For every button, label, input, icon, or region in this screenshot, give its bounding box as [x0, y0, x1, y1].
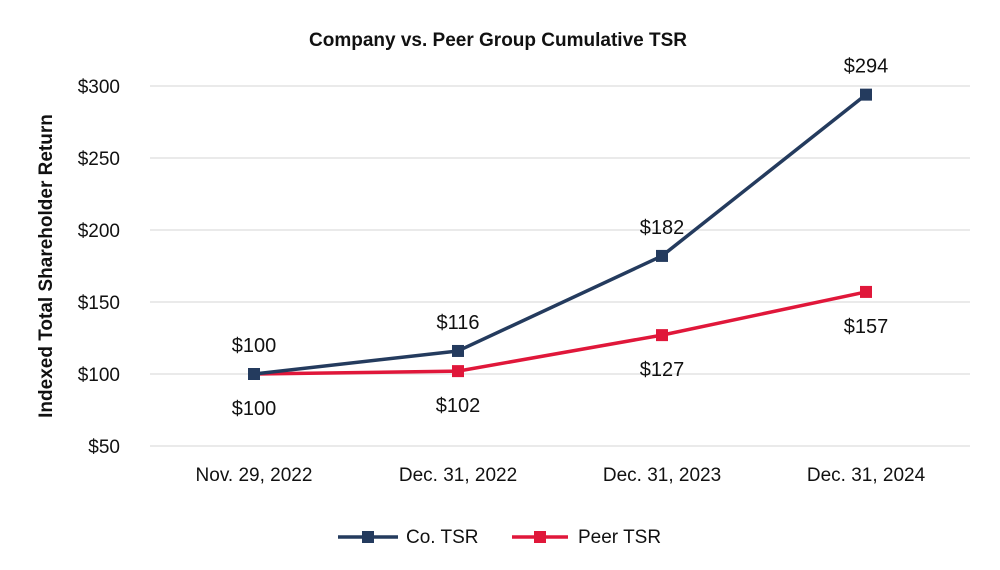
x-tick-label: Dec. 31, 2022 — [399, 465, 517, 486]
data-label: $116 — [436, 312, 479, 334]
x-tick-label: Dec. 31, 2024 — [807, 465, 926, 486]
data-label: $100 — [232, 335, 277, 357]
y-tick-label: $250 — [78, 149, 120, 170]
x-tick-label: Nov. 29, 2022 — [196, 465, 313, 486]
data-label: $100 — [232, 398, 277, 420]
data-point-marker — [452, 365, 464, 378]
data-label: $157 — [844, 316, 889, 338]
series-peer-tsr — [248, 285, 872, 380]
series-lines — [248, 88, 872, 380]
series-line — [253, 93, 868, 376]
legend-marker-swatch — [534, 531, 546, 543]
chart-title: Company vs. Peer Group Cumulative TSR — [309, 30, 687, 51]
legend-label: Co. TSR — [406, 527, 479, 548]
legend-item: Co. TSR — [338, 527, 479, 548]
data-label: $127 — [640, 359, 685, 381]
y-tick-label: $100 — [78, 365, 120, 386]
data-labels: $100 $116 $182 $294 $100 $102 $127 $157 — [232, 56, 889, 420]
y-axis-ticks: $50 $100 $150 $200 $250 $300 — [78, 77, 120, 458]
series-co-tsr — [248, 88, 872, 380]
data-label: $294 — [844, 56, 889, 78]
x-tick-label: Dec. 31, 2023 — [603, 465, 721, 486]
data-point-marker — [860, 285, 872, 298]
legend: Co. TSR Peer TSR — [338, 527, 661, 548]
data-point-marker — [656, 329, 668, 342]
legend-marker-swatch — [362, 531, 374, 543]
data-point-marker — [860, 88, 872, 101]
data-label: $102 — [436, 395, 481, 417]
y-tick-label: $200 — [78, 221, 120, 242]
data-point-marker — [248, 368, 260, 380]
y-tick-label: $300 — [78, 77, 120, 98]
x-axis-ticks: Nov. 29, 2022 Dec. 31, 2022 Dec. 31, 2023 D… — [196, 465, 926, 486]
data-point-marker — [452, 344, 464, 357]
gridlines — [150, 85, 970, 447]
data-label: $182 — [640, 217, 685, 239]
data-point-marker — [656, 249, 668, 262]
y-axis-label: Indexed Total Shareholder Return — [36, 114, 57, 418]
y-tick-label: $150 — [78, 293, 120, 314]
series-line — [253, 290, 867, 376]
legend-item: Peer TSR — [512, 527, 661, 548]
legend-label: Peer TSR — [578, 527, 661, 548]
y-tick-label: $50 — [88, 437, 120, 458]
